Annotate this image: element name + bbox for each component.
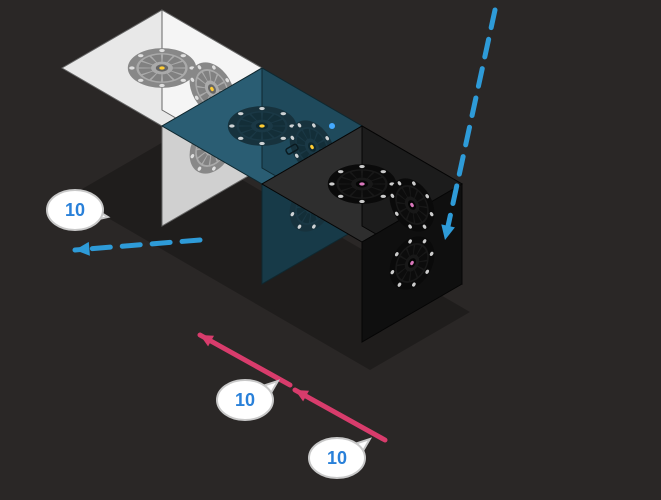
label-bubble: 10 (309, 438, 370, 478)
label-value: 10 (235, 390, 255, 410)
speaker-grille (228, 106, 296, 146)
pink-arrow-1 (200, 335, 290, 385)
label-value: 10 (327, 448, 347, 468)
pink-arrow-2 (295, 390, 385, 440)
speaker-grille (128, 48, 196, 88)
speaker-grille (328, 164, 396, 204)
label-value: 10 (65, 200, 85, 220)
diagram-scene: 10 10 10 (0, 0, 661, 500)
label-bubble: 10 (217, 380, 278, 420)
diagram-svg: 10 10 10 (0, 0, 661, 500)
